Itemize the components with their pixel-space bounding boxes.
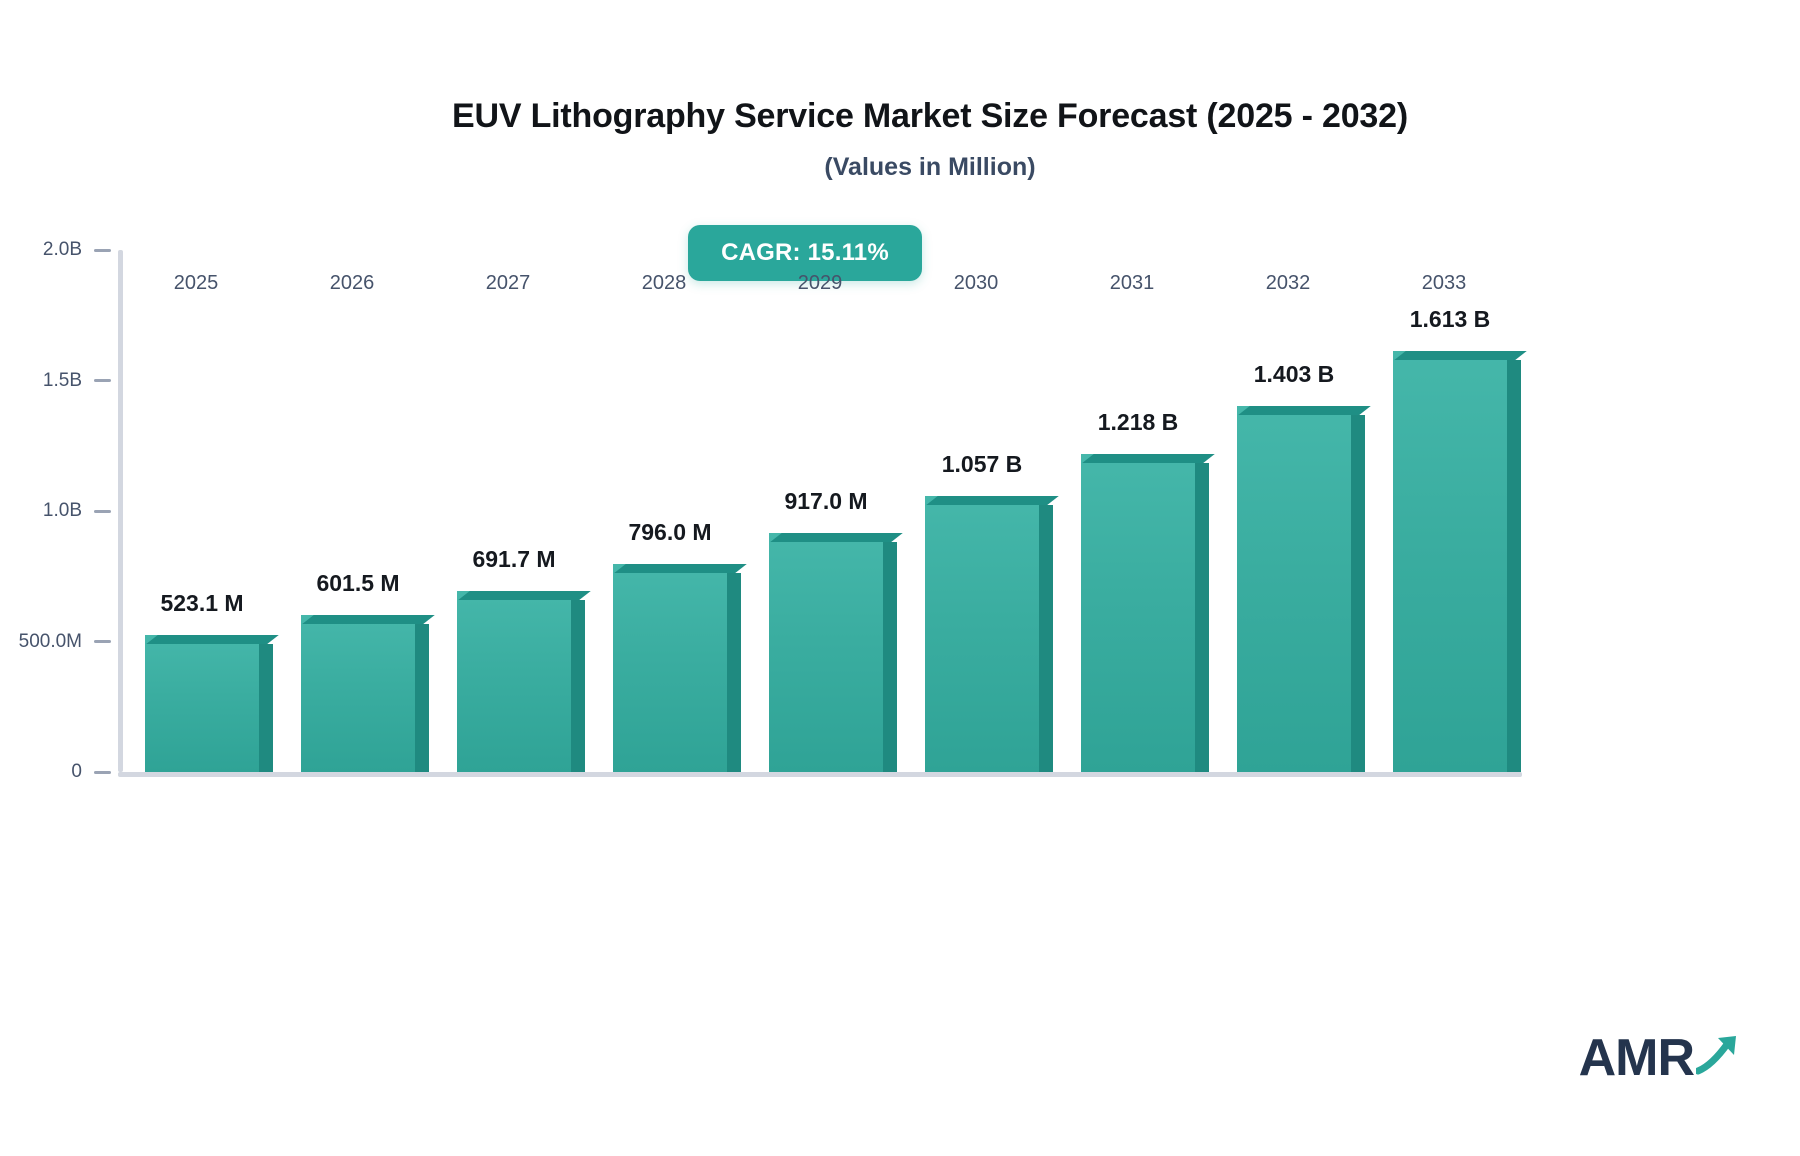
y-axis-tick-label: 2.0B: [42, 239, 82, 260]
y-axis-tick-mark: [94, 509, 111, 513]
y-axis-tick: 1.0B: [43, 500, 118, 522]
x-axis-label: 2028: [641, 272, 687, 294]
bar-top-face: [614, 564, 747, 574]
bar-front-face: [613, 564, 727, 772]
x-axis-label: 2030: [953, 272, 999, 294]
bar[interactable]: 691.7 M: [457, 546, 591, 772]
bar-value-label: 1.613 B: [1409, 306, 1491, 333]
bar-side-face: [883, 541, 897, 772]
bar-value-label: 1.218 B: [1097, 409, 1179, 436]
x-axis-line: [118, 772, 1522, 777]
cagr-badge-label: CAGR: 15.11%: [721, 239, 889, 266]
bar-side-face: [571, 600, 585, 772]
y-axis-tick-label: 1.5B: [42, 369, 82, 391]
bar[interactable]: 796.0 M: [613, 519, 747, 772]
bar-top-face: [146, 635, 279, 645]
bar[interactable]: 1.057 B: [925, 451, 1059, 772]
y-axis-tick-label: 1.0B: [42, 500, 82, 521]
logo-text: AMR: [1578, 1029, 1695, 1087]
bar-top-face: [770, 532, 903, 542]
bar-side-face: [1195, 463, 1209, 772]
y-axis-tick-mark: [94, 379, 111, 382]
bar-top-face: [458, 591, 591, 601]
bar-front-face: [1237, 405, 1351, 772]
title-block: EUV Lithography Service Market Size Fore…: [0, 96, 1800, 182]
plot-area: 523.1 M 601.5 M 691.7 M 796.0 M 917.0 M 1.057…: [19, 239, 1527, 782]
page-title: EUV Lithography Service Market Size Fore…: [452, 97, 1408, 135]
y-axis-tick-mark: [94, 248, 111, 252]
y-axis-tick-mark: [94, 640, 111, 643]
bar-top-face: [926, 496, 1059, 506]
bar-top-face: [302, 615, 435, 625]
y-axis-tick-label: 500.0M: [18, 630, 82, 652]
bar-front-face: [1081, 454, 1195, 772]
bar-front-face: [457, 591, 571, 772]
y-axis-tick: 1.5B: [43, 370, 118, 392]
bar-value-label: 1.403 B: [1253, 360, 1335, 387]
x-axis-label: 2027: [485, 272, 531, 294]
bar-value-label: 523.1 M: [160, 590, 244, 617]
y-axis-tick: 0: [71, 761, 118, 783]
cagr-badge: CAGR: 15.11%: [688, 225, 922, 281]
amr-logo: AMR: [1579, 1032, 1742, 1084]
y-axis-tick: 500.0M: [19, 631, 118, 653]
bar[interactable]: 917.0 M: [769, 488, 903, 772]
bar-front-face: [145, 635, 259, 772]
bar-top-face: [1082, 454, 1215, 464]
bar[interactable]: 523.1 M: [145, 590, 279, 772]
bar[interactable]: 1.613 B: [1393, 306, 1527, 772]
x-axis-label: 2029: [797, 272, 843, 294]
x-axis-label: 2032: [1265, 272, 1311, 294]
bar-side-face: [1039, 505, 1053, 772]
bar[interactable]: 1.218 B: [1081, 409, 1215, 772]
y-axis-line: [118, 250, 123, 772]
chart-subtitle: (Values in Million): [824, 152, 1036, 181]
x-axis-label: 2025: [173, 272, 219, 294]
y-axis-tick-mark: [94, 770, 111, 774]
bar-value-label: 917.0 M: [784, 487, 868, 514]
bar-value-label: 1.057 B: [941, 451, 1023, 478]
bar-front-face: [925, 496, 1039, 772]
bars-layer: 523.1 M 601.5 M 691.7 M 796.0 M 917.0 M 1.057…: [118, 250, 1527, 772]
x-axis-label: 2031: [1109, 272, 1155, 294]
bar-top-face: [1394, 351, 1527, 361]
bar-side-face: [259, 644, 273, 772]
bar-side-face: [727, 573, 741, 772]
bar-value-label: 796.0 M: [628, 519, 712, 546]
bar-value-label: 601.5 M: [316, 570, 400, 597]
bar-top-face: [1238, 405, 1371, 415]
bar-front-face: [1393, 351, 1507, 772]
bar-side-face: [415, 624, 429, 772]
bar-front-face: [769, 532, 883, 772]
bar-front-face: [301, 615, 415, 772]
x-axis-label: 2033: [1421, 272, 1467, 294]
bar[interactable]: 601.5 M: [301, 570, 435, 772]
arrow-up-right-icon: [1694, 1033, 1742, 1080]
bar-side-face: [1351, 414, 1365, 772]
x-axis-label: 2026: [329, 272, 375, 294]
y-axis-tick: 2.0B: [43, 239, 118, 261]
bar[interactable]: 1.403 B: [1237, 361, 1371, 772]
bar-side-face: [1507, 360, 1521, 772]
y-axis-tick-label: 0: [71, 761, 82, 782]
bar-value-label: 691.7 M: [472, 546, 556, 573]
